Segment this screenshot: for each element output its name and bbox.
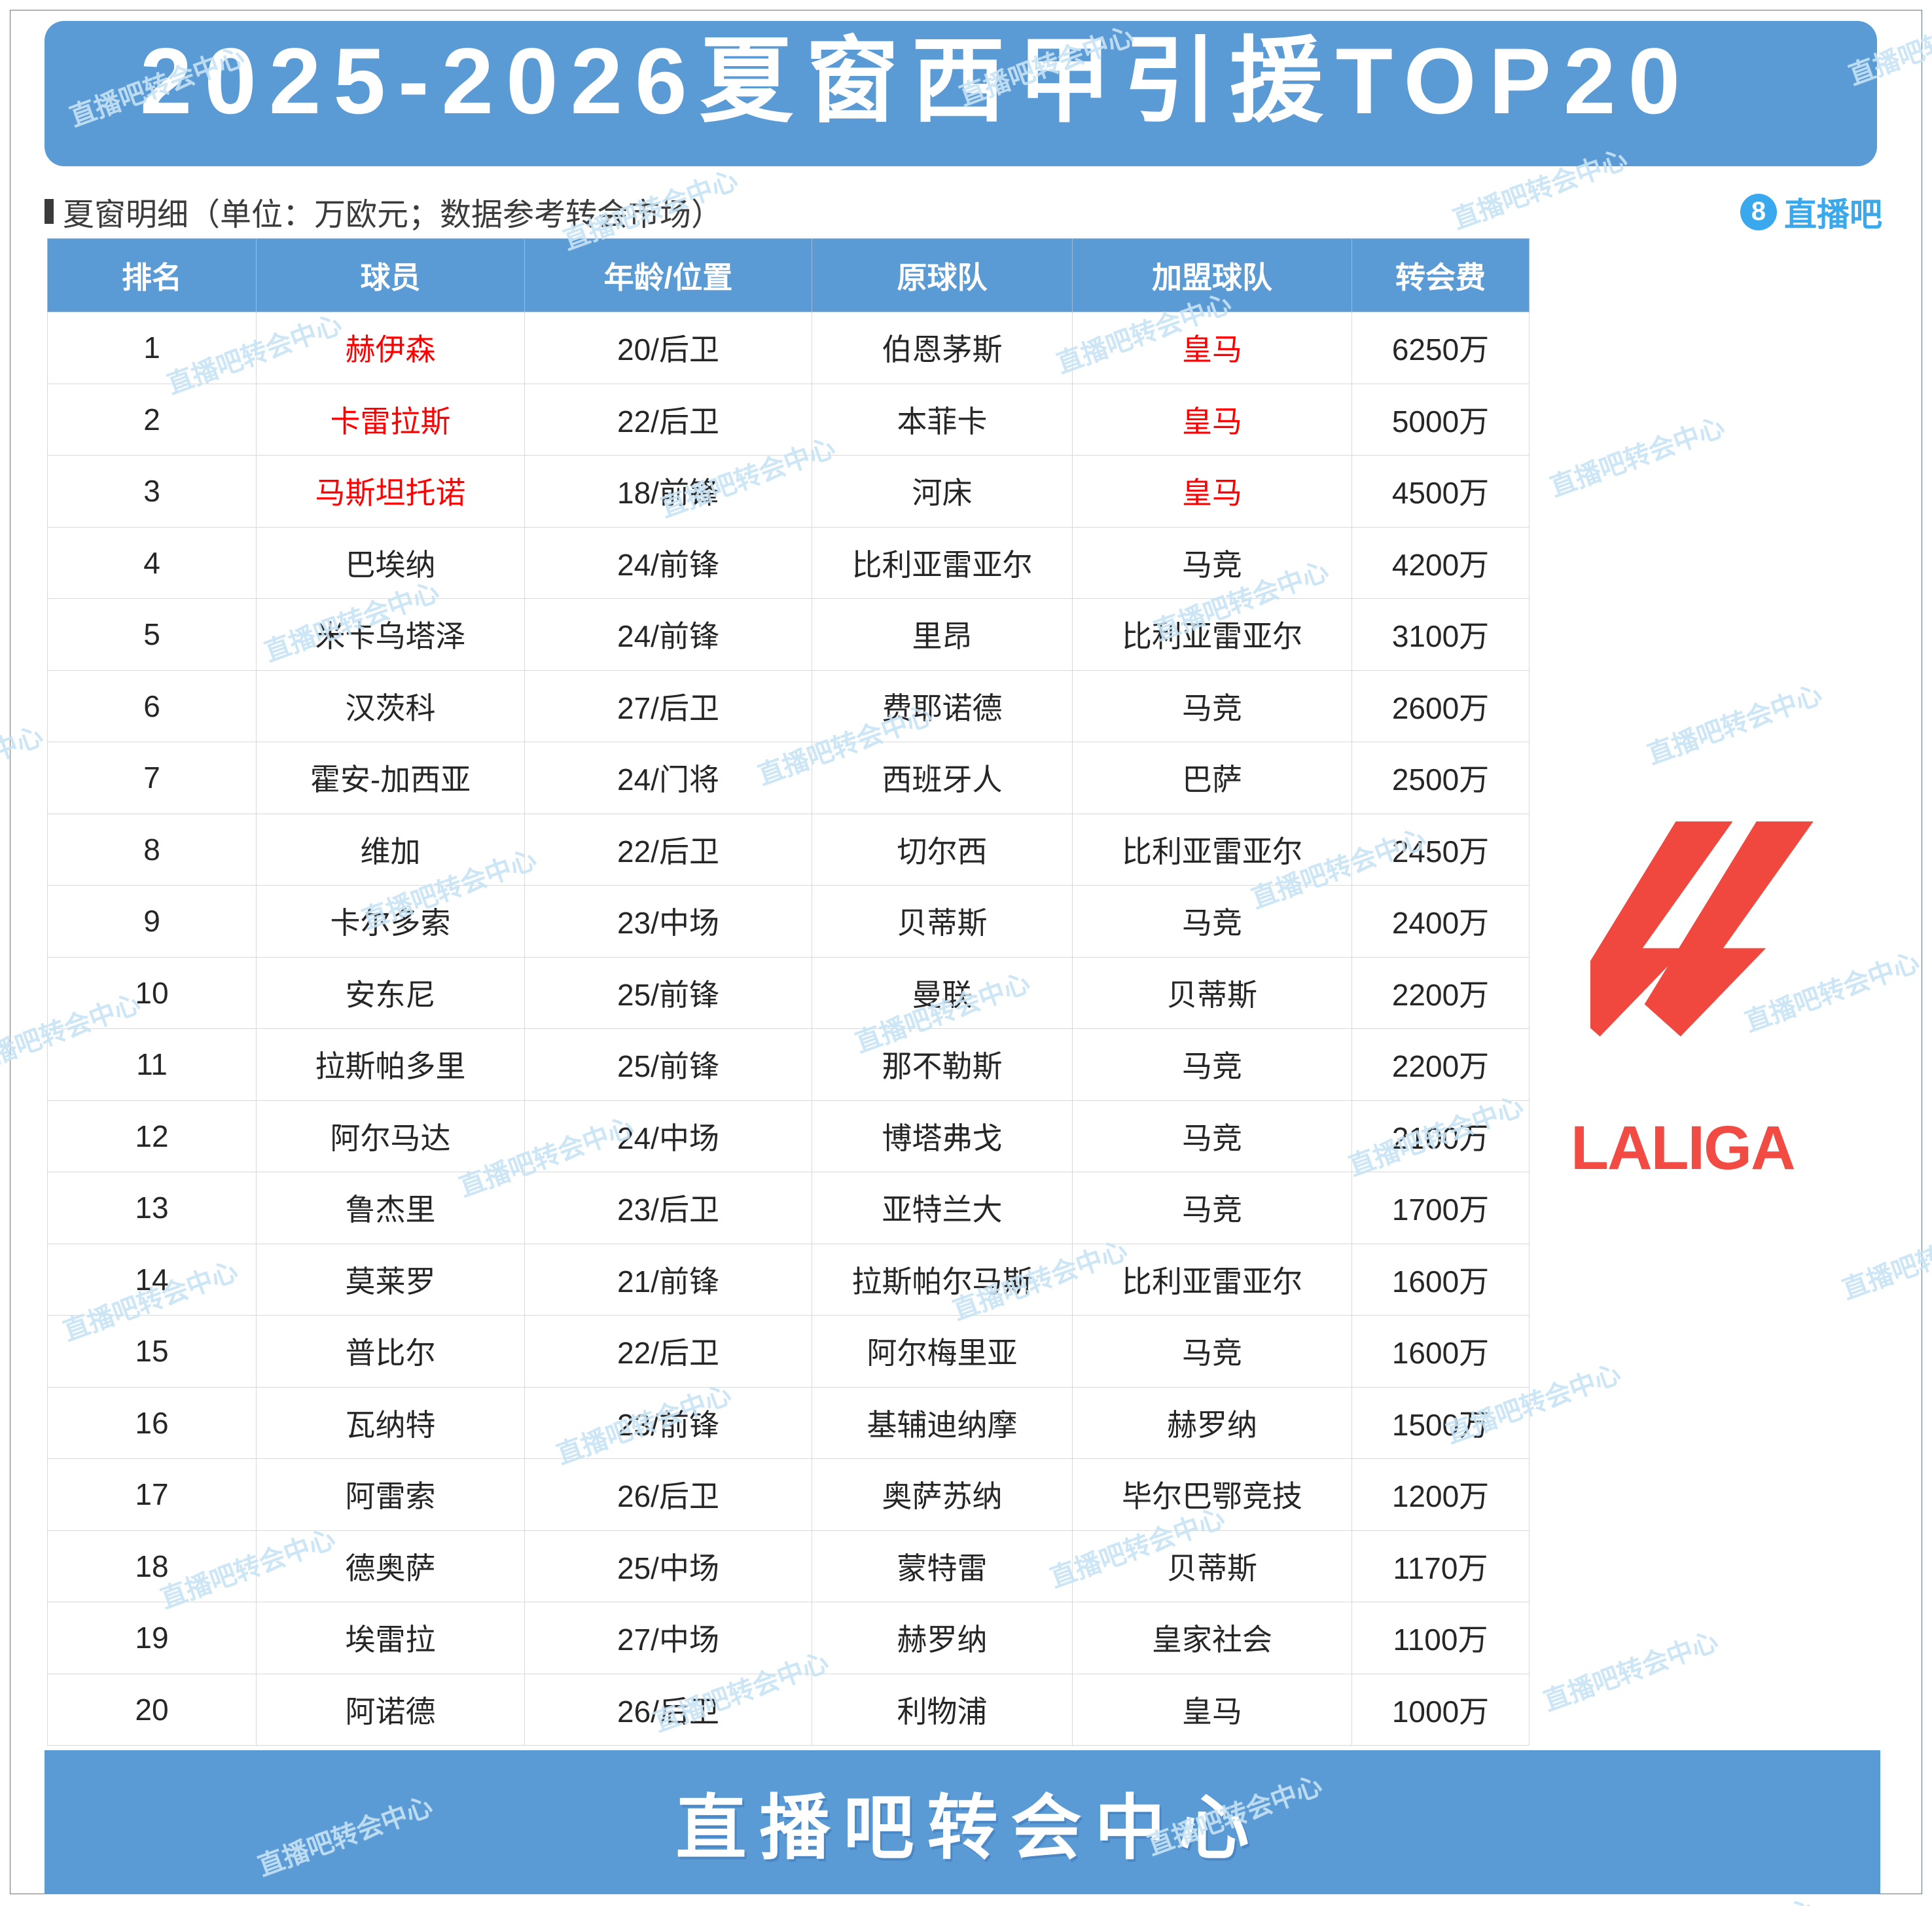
svg-text:8: 8: [1751, 197, 1766, 226]
